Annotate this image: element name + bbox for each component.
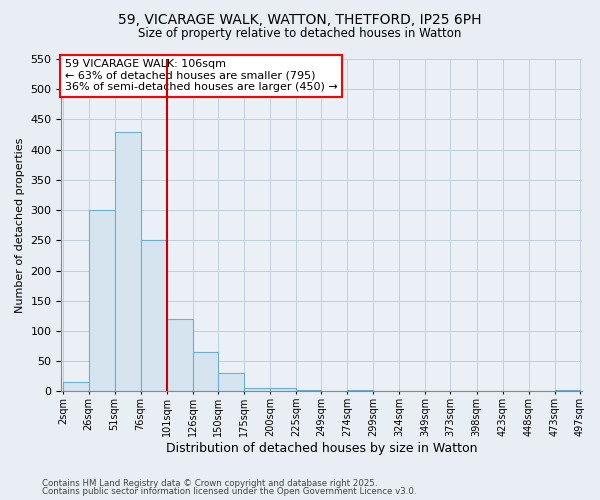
Bar xyxy=(140,240,167,392)
Bar xyxy=(296,390,321,392)
Y-axis label: Number of detached properties: Number of detached properties xyxy=(15,138,25,313)
Text: Contains public sector information licensed under the Open Government Licence v3: Contains public sector information licen… xyxy=(42,487,416,496)
Text: 59 VICARAGE WALK: 106sqm
← 63% of detached houses are smaller (795)
36% of semi-: 59 VICARAGE WALK: 106sqm ← 63% of detach… xyxy=(65,59,337,92)
Bar xyxy=(244,388,270,392)
Bar xyxy=(64,382,89,392)
Bar xyxy=(167,319,193,392)
Text: 59, VICARAGE WALK, WATTON, THETFORD, IP25 6PH: 59, VICARAGE WALK, WATTON, THETFORD, IP2… xyxy=(118,12,482,26)
Bar xyxy=(115,132,140,392)
Bar xyxy=(193,352,218,392)
X-axis label: Distribution of detached houses by size in Watton: Distribution of detached houses by size … xyxy=(166,442,478,455)
Text: Contains HM Land Registry data © Crown copyright and database right 2025.: Contains HM Land Registry data © Crown c… xyxy=(42,478,377,488)
Text: Size of property relative to detached houses in Watton: Size of property relative to detached ho… xyxy=(139,28,461,40)
Bar xyxy=(89,210,115,392)
Bar xyxy=(218,374,244,392)
Bar xyxy=(270,388,296,392)
Bar xyxy=(347,390,373,392)
Bar xyxy=(555,390,580,392)
